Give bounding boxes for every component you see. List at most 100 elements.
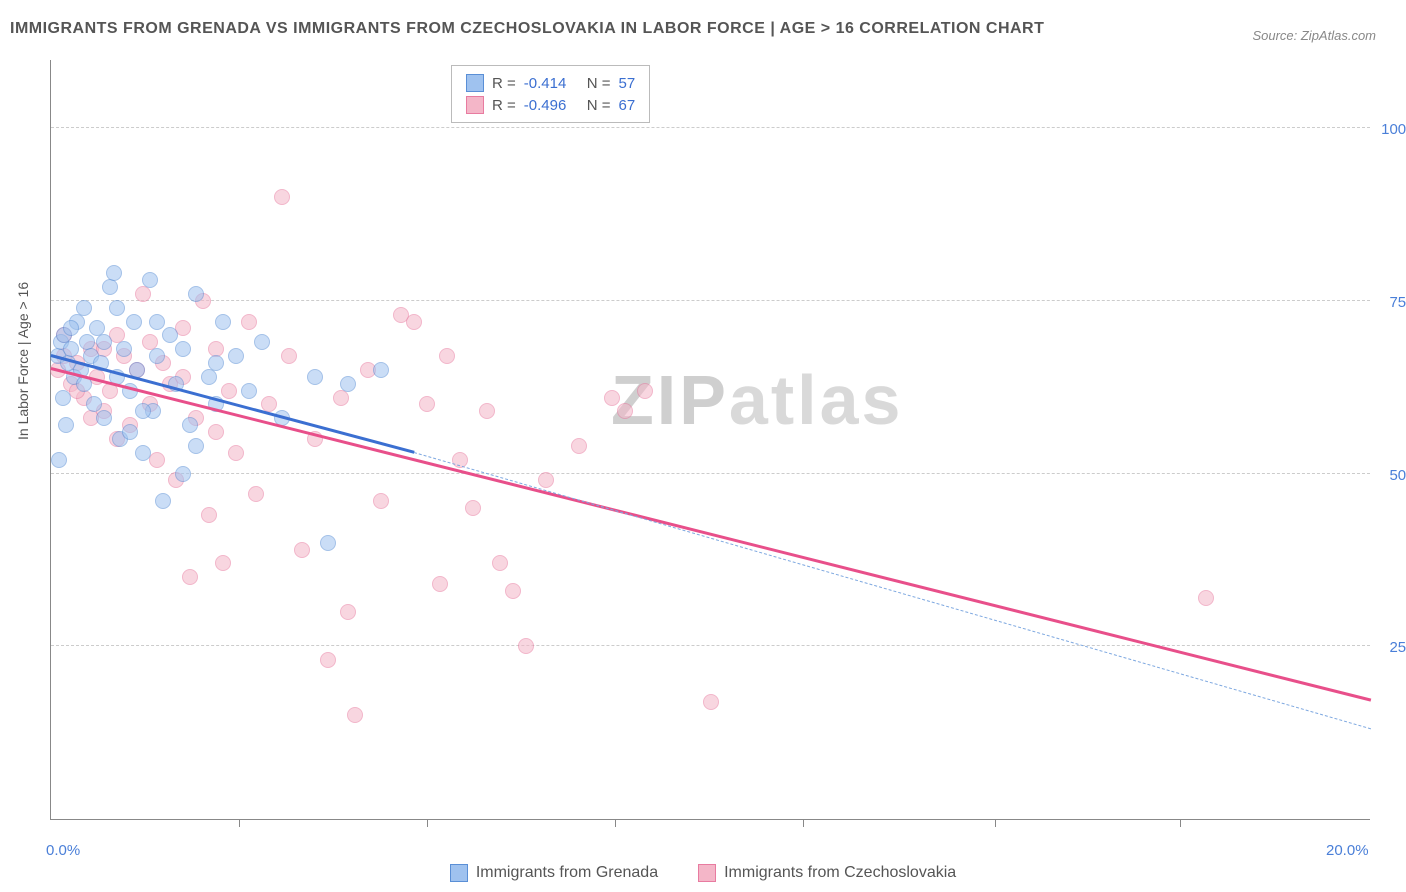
chart-title: IMMIGRANTS FROM GRENADA VS IMMIGRANTS FR… (10, 20, 1044, 38)
point-grenada (55, 390, 71, 406)
chart-plot-area: R =-0.414N =57R =-0.496N =67 ZIPatlas 25… (50, 60, 1370, 820)
point-grenada (175, 466, 191, 482)
point-grenada (149, 348, 165, 364)
point-czech (703, 694, 719, 710)
point-czech (617, 403, 633, 419)
watermark-atlas: atlas (729, 361, 904, 439)
point-czech (571, 438, 587, 454)
xtick (995, 819, 996, 827)
point-grenada (155, 493, 171, 509)
legend-swatch (698, 864, 716, 882)
point-grenada (208, 355, 224, 371)
point-grenada (188, 438, 204, 454)
point-czech (320, 652, 336, 668)
point-czech (333, 390, 349, 406)
point-czech (465, 500, 481, 516)
point-czech (432, 576, 448, 592)
regression-grenada-extrapolated (414, 452, 1371, 729)
legend-label: Immigrants from Czechoslovakia (724, 864, 956, 882)
gridline (51, 127, 1370, 128)
legend-swatch (450, 864, 468, 882)
point-grenada (122, 424, 138, 440)
point-grenada (340, 376, 356, 392)
source-label: Source: ZipAtlas.com (1252, 28, 1376, 43)
point-czech (518, 638, 534, 654)
point-grenada (307, 369, 323, 385)
point-grenada (135, 445, 151, 461)
r-value: -0.496 (524, 97, 579, 114)
gridline (51, 645, 1370, 646)
xtick (615, 819, 616, 827)
point-grenada (51, 452, 67, 468)
point-czech (492, 555, 508, 571)
point-grenada (373, 362, 389, 378)
point-czech (347, 707, 363, 723)
point-grenada (149, 314, 165, 330)
n-label: N = (587, 97, 611, 114)
point-czech (208, 424, 224, 440)
point-grenada (96, 410, 112, 426)
point-grenada (63, 320, 79, 336)
correlation-legend: R = -0.414 N = 57 R = -0.496 N = 67 (451, 65, 650, 123)
point-czech (439, 348, 455, 364)
point-czech (419, 396, 435, 412)
point-grenada (106, 265, 122, 281)
point-grenada (142, 272, 158, 288)
watermark-zip: ZIP (611, 361, 729, 439)
legend-item-czech: Immigrants from Czechoslovakia (698, 864, 956, 882)
point-czech (538, 472, 554, 488)
point-grenada (135, 403, 151, 419)
point-czech (135, 286, 151, 302)
y-axis-label: In Labor Force | Age > 16 (15, 282, 31, 440)
point-czech (637, 383, 653, 399)
r-label: R = (492, 75, 516, 92)
n-label: N = (587, 75, 611, 92)
point-grenada (320, 535, 336, 551)
point-czech (294, 542, 310, 558)
n-value: 67 (619, 97, 636, 114)
legend-row-grenada: R = -0.414 N = 57 (466, 72, 635, 94)
point-grenada (175, 341, 191, 357)
ytick-label: 75.0% (1389, 294, 1406, 311)
r-value: -0.414 (524, 75, 579, 92)
legend-label: Immigrants from Grenada (476, 864, 658, 882)
point-grenada (109, 300, 125, 316)
xtick (803, 819, 804, 827)
legend-row-czech: R = -0.496 N = 67 (466, 94, 635, 116)
point-czech (373, 493, 389, 509)
xtick (239, 819, 240, 827)
ytick-label: 25.0% (1389, 639, 1406, 656)
point-grenada (162, 327, 178, 343)
point-grenada (102, 279, 118, 295)
point-czech (274, 189, 290, 205)
point-czech (221, 383, 237, 399)
point-czech (340, 604, 356, 620)
series-legend: Immigrants from Grenada Immigrants from C… (0, 864, 1406, 882)
point-grenada (241, 383, 257, 399)
point-grenada (188, 286, 204, 302)
gridline (51, 300, 1370, 301)
point-czech (182, 569, 198, 585)
watermark: ZIPatlas (611, 360, 903, 440)
legend-swatch (466, 96, 484, 114)
point-grenada (116, 341, 132, 357)
point-czech (406, 314, 422, 330)
point-grenada (228, 348, 244, 364)
xtick (1180, 819, 1181, 827)
ytick-label: 50.0% (1389, 467, 1406, 484)
xtick-label: 20.0% (1326, 842, 1369, 859)
xtick-label: 0.0% (46, 842, 80, 859)
point-czech (201, 507, 217, 523)
point-grenada (63, 341, 79, 357)
regression-czech (51, 367, 1372, 701)
point-czech (479, 403, 495, 419)
r-label: R = (492, 97, 516, 114)
n-value: 57 (619, 75, 636, 92)
xtick (427, 819, 428, 827)
legend-swatch (466, 74, 484, 92)
gridline (51, 473, 1370, 474)
legend-item-grenada: Immigrants from Grenada (450, 864, 658, 882)
point-grenada (215, 314, 231, 330)
point-grenada (58, 417, 74, 433)
point-grenada (96, 334, 112, 350)
